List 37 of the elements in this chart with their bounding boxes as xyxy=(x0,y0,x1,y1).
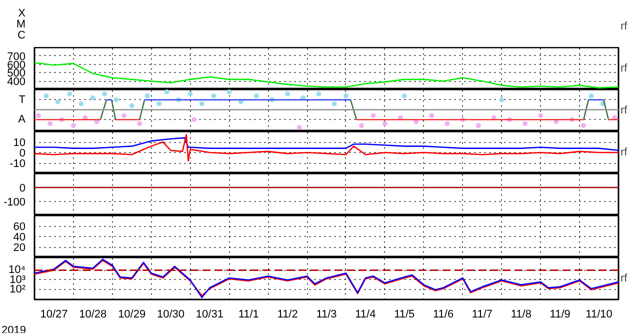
text: rf xyxy=(620,20,628,32)
x-tick-label: 11/8 xyxy=(510,308,532,320)
y-tick-label: 0 xyxy=(19,182,26,194)
x-tick-label: 10/30 xyxy=(157,308,185,320)
x-tick-label: 11/2 xyxy=(277,308,298,320)
x-tick-label: 11/4 xyxy=(355,308,376,320)
y2-axis-title: rf xyxy=(620,146,628,158)
y-tick-label: 0 xyxy=(19,148,26,160)
x-tick-label: 11/1 xyxy=(238,308,259,320)
y-tick-label: 20 xyxy=(13,242,26,254)
text: M xyxy=(16,18,26,31)
text: T xyxy=(18,94,26,106)
y2-axis-title: rf xyxy=(620,62,628,74)
x-tick-label: 11/7 xyxy=(472,308,493,320)
x-tick-label: 10/28 xyxy=(79,308,107,320)
text: A xyxy=(18,114,26,126)
x-tick-label: 10/29 xyxy=(118,308,146,320)
y-tick-label: -10 xyxy=(10,158,26,170)
y-tick-label: 60 xyxy=(13,221,26,233)
x-tick-label: 11/6 xyxy=(433,308,454,320)
y2-axis-title: rf xyxy=(620,104,628,116)
y-tick-label: 10 xyxy=(13,137,26,149)
y-tick-label: 10² xyxy=(10,284,26,296)
y2-axis-title: rf xyxy=(620,272,628,284)
x-tick-label: 11/10 xyxy=(586,308,612,320)
x-tick-label: 10/31 xyxy=(196,308,224,320)
x-tick-label: 11/9 xyxy=(550,308,570,320)
x-tick-label: 10/27 xyxy=(40,308,68,320)
y-tick-label: 10³ xyxy=(10,274,26,286)
line-series xyxy=(34,62,618,88)
x-tick-label: 11/3 xyxy=(316,308,337,320)
text: X xyxy=(18,8,26,20)
x-tick-label: 11/5 xyxy=(394,308,415,320)
y-tick-label: 10⁴ xyxy=(8,264,26,276)
y-tick-label: -100 xyxy=(3,196,26,208)
text: C xyxy=(18,30,26,42)
y-tick-label: 40 xyxy=(13,232,26,244)
